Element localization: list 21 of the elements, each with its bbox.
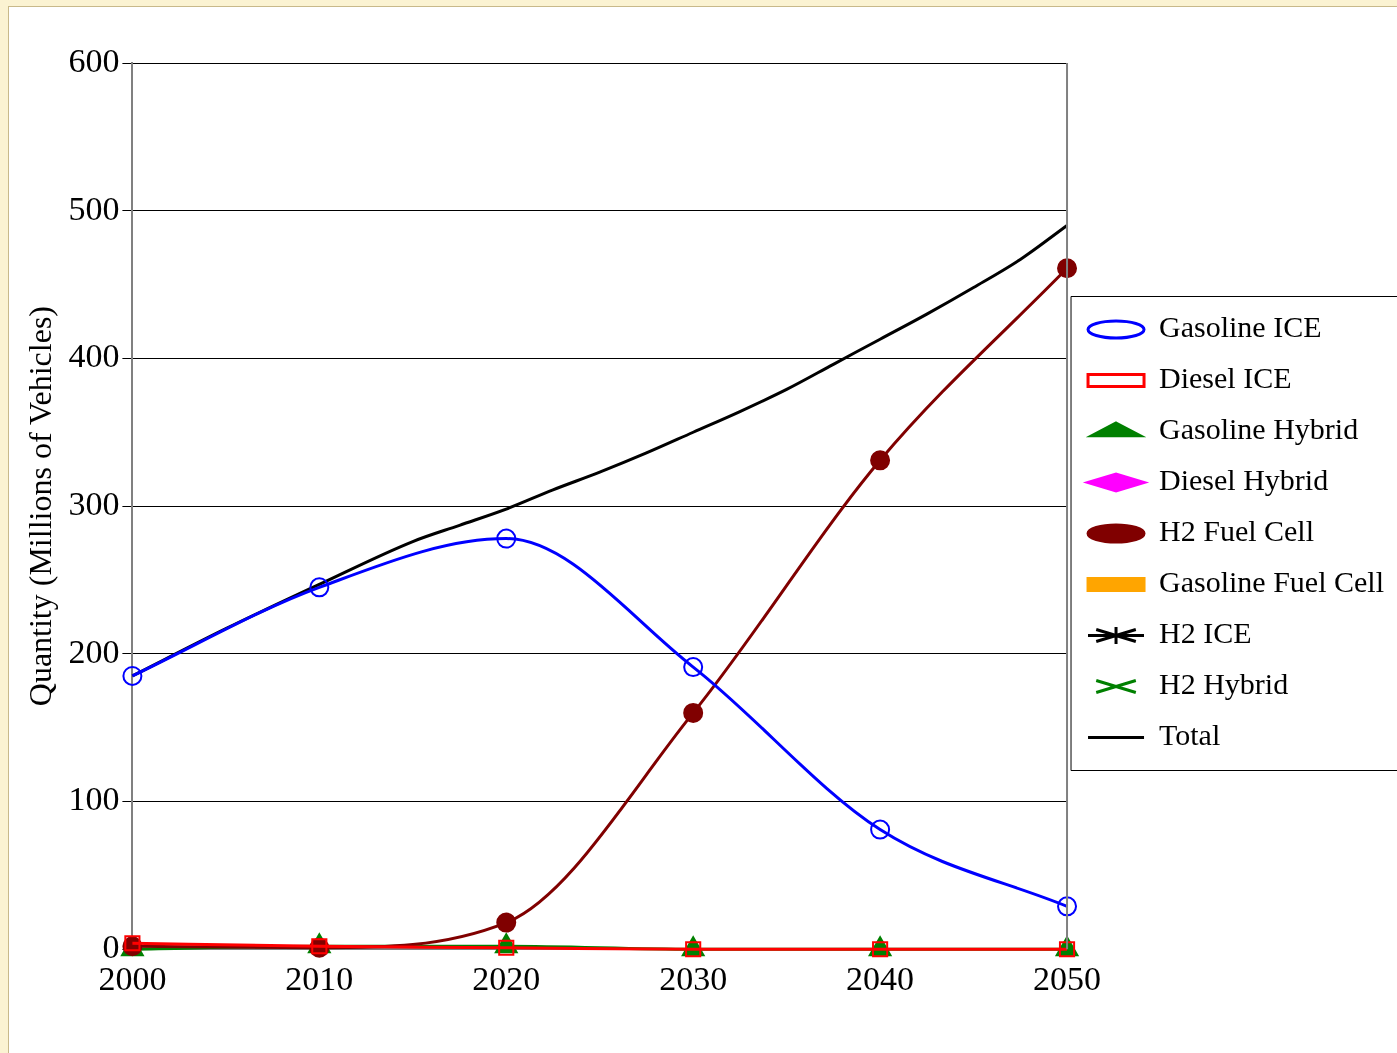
legend-label: Total [1159, 718, 1221, 752]
x-tick-label: 2020 [472, 959, 541, 997]
legend-label: Diesel ICE [1159, 361, 1292, 395]
x-tick-label: 2010 [285, 959, 354, 997]
legend-label: H2 Hybrid [1159, 667, 1289, 701]
legend-label: Gasoline Fuel Cell [1159, 565, 1385, 599]
legend-label: Gasoline Hybrid [1159, 412, 1359, 446]
legend-label: Diesel Hybrid [1159, 463, 1329, 497]
y-axis-title: Quantity (Millions of Vehicles) [21, 305, 58, 707]
y-tick-label: 200 [68, 632, 120, 670]
y-tick-label: 100 [68, 780, 120, 818]
y-tick-label: 500 [68, 189, 120, 227]
legend-label: H2 Fuel Cell [1159, 514, 1315, 548]
legend-label: H2 ICE [1159, 616, 1252, 650]
legend-label: Gasoline ICE [1159, 310, 1322, 344]
x-tick-label: 2030 [659, 959, 728, 997]
y-tick-label: 400 [68, 337, 120, 375]
x-tick-label: 2040 [846, 959, 915, 997]
y-tick-label: 300 [68, 485, 120, 523]
x-tick-label: 2050 [1033, 959, 1102, 997]
y-tick-label: 600 [68, 41, 120, 79]
